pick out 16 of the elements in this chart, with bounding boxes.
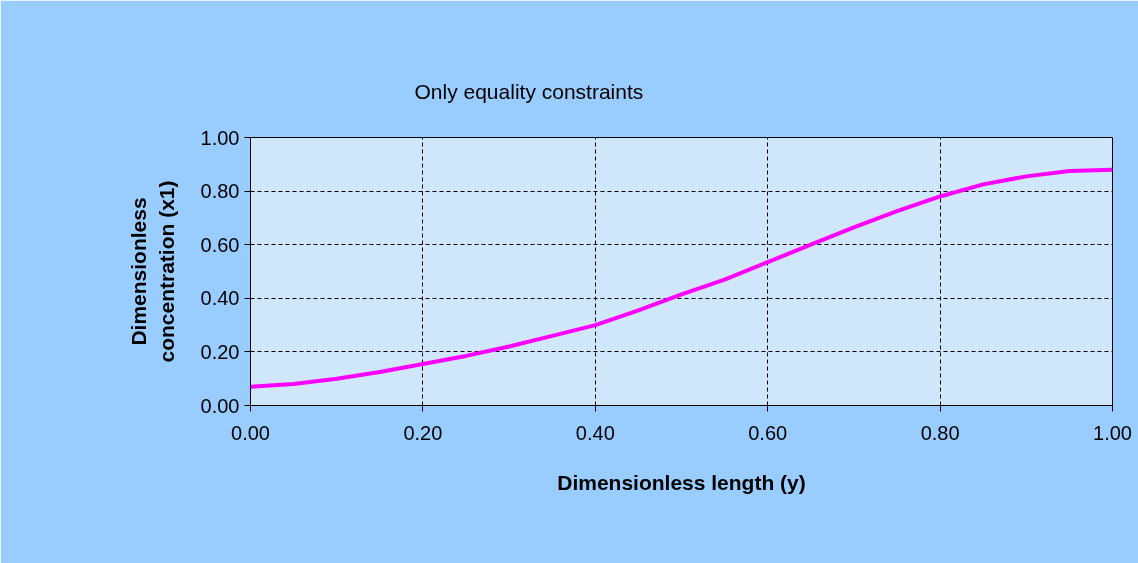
line-series (250, 167, 1113, 389)
y-tick-label: 0.80 (200, 180, 240, 203)
x-tick-label: 0.60 (748, 421, 788, 444)
y-tick-label: 1.00 (200, 126, 240, 149)
y-tick-label: 0.60 (200, 233, 240, 256)
x-tick-label: 0.80 (920, 421, 960, 444)
x-tick-label: 0.40 (575, 421, 615, 444)
chart-title: Only equality constraints (414, 79, 644, 103)
y-axis-title: Dimensionless concentration (x1) (126, 180, 178, 363)
y-tick-label: 0.40 (200, 287, 240, 310)
x-axis-title: Dimensionless length (y) (557, 470, 806, 494)
x-tick-label: 0.20 (403, 421, 443, 444)
x-tick-label: 0.00 (231, 421, 270, 444)
y-tick-label: 0.00 (200, 394, 240, 417)
x-tick-label: 1.00 (1093, 421, 1132, 444)
y-tick-label: 0.20 (200, 340, 240, 363)
